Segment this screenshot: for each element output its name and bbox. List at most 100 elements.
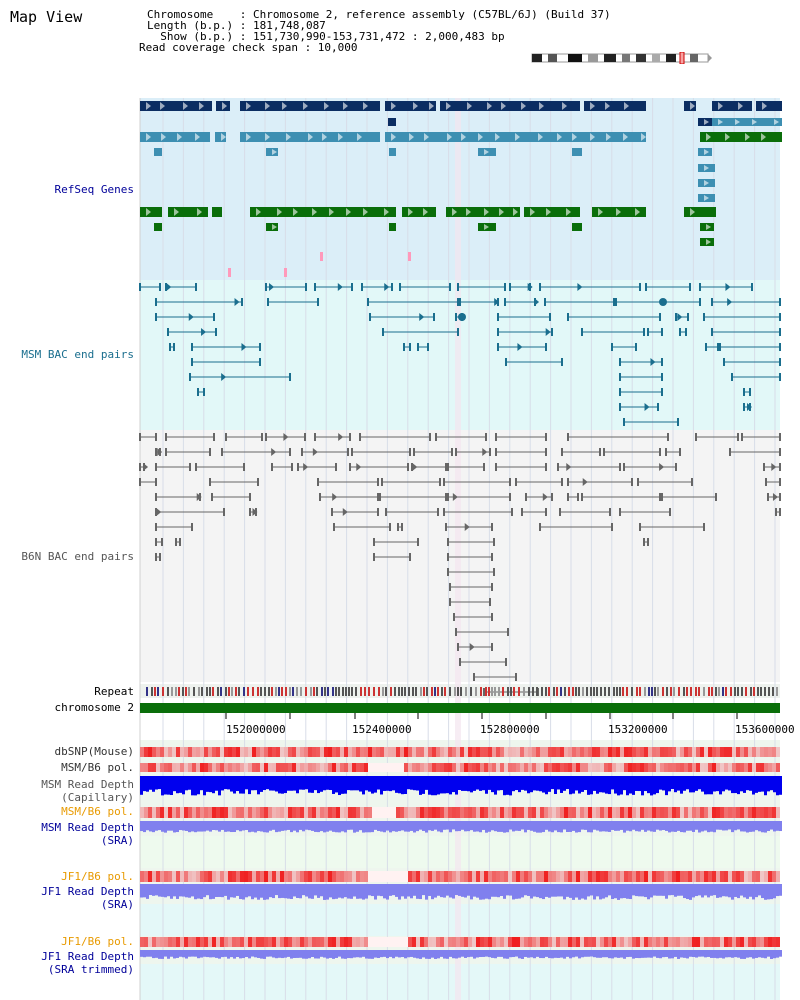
depth-bar	[239, 821, 242, 832]
bac-end	[619, 358, 621, 366]
pol-cell	[708, 807, 712, 818]
track-label-msm-pol-sra[interactable]: MSM/B6 pol.	[61, 805, 134, 818]
pol-cell	[512, 763, 516, 772]
track-label-jf1-depth-trimmed[interactable]: JF1 Read Depth	[41, 950, 134, 963]
depth-bar	[692, 821, 695, 832]
depth-bar	[158, 821, 161, 831]
pol-cell	[656, 937, 660, 947]
depth-bar	[176, 950, 179, 958]
pol-cell	[704, 763, 708, 772]
ideogram-band	[690, 54, 698, 62]
depth-bar	[662, 884, 665, 896]
pol-cell	[360, 937, 364, 947]
bac-end	[577, 493, 579, 501]
track-label-b6n-bac[interactable]: B6N BAC end pairs	[21, 550, 134, 563]
pol-cell	[192, 763, 196, 772]
strand-arrow	[246, 102, 251, 110]
strand-arrow	[146, 102, 151, 110]
depth-bar	[695, 776, 698, 791]
track-label-msm-depth-capillary[interactable]: MSM Read Depth	[41, 778, 134, 791]
pol-cell	[664, 763, 668, 772]
track-label-msm-bac[interactable]: MSM BAC end pairs	[21, 348, 134, 361]
track-label-msm-pol-capillary[interactable]: MSM/B6 pol.	[61, 761, 134, 774]
pol-cell	[428, 747, 432, 757]
repeat-mark	[327, 687, 329, 696]
pol-cell	[732, 747, 736, 757]
repeat-mark	[768, 687, 770, 696]
depth-bar	[686, 950, 689, 959]
track-label-refseq[interactable]: RefSeq Genes	[54, 183, 134, 196]
show-range-info: Show (b.p.) : 151,730,990-153,731,472 : …	[147, 30, 505, 43]
bac-end	[659, 313, 661, 321]
depth-bar	[176, 776, 179, 794]
bac-end	[373, 538, 375, 546]
pol-cell	[628, 763, 632, 772]
repeat-mark	[776, 687, 778, 696]
bac-end	[711, 298, 713, 306]
depth-bar	[728, 884, 731, 898]
depth-bar	[734, 884, 737, 897]
pol-cell	[204, 807, 208, 818]
depth-bar	[431, 821, 434, 831]
depth-bar	[614, 821, 617, 831]
bac-end	[367, 298, 369, 306]
bac-end	[312, 448, 318, 456]
pol-cell	[404, 747, 408, 757]
track-label-jf1-pol-trimmed[interactable]: JF1/B6 pol.	[61, 935, 134, 948]
track-label-msm-depth-sra[interactable]: MSM Read Depth	[41, 821, 134, 834]
repeat-mark	[590, 687, 592, 696]
depth-bar	[365, 821, 368, 833]
track-label-jf1-depth-sra[interactable]: JF1 Read Depth	[41, 885, 134, 898]
bac-end	[497, 328, 499, 336]
repeat-mark	[238, 687, 240, 696]
pol-cell	[496, 937, 500, 947]
pol-cell	[356, 937, 360, 947]
pol-cell	[696, 937, 700, 947]
chromosome-ideogram[interactable]	[530, 52, 712, 64]
pol-cell	[488, 937, 492, 947]
bac-end	[483, 463, 485, 471]
strand-arrow	[277, 208, 282, 216]
bac-end	[189, 463, 191, 471]
depth-bar	[431, 950, 434, 958]
depth-bar	[248, 821, 251, 833]
pol-cell	[692, 763, 696, 772]
repeat-mark	[670, 687, 672, 696]
depth-bar	[179, 884, 182, 897]
pol-cell	[644, 871, 648, 882]
track-label-jf1-pol-sra[interactable]: JF1/B6 pol.	[61, 870, 134, 883]
pol-cell	[624, 937, 628, 947]
pol-cell	[316, 937, 320, 947]
depth-bar	[536, 821, 539, 833]
pol-cell	[168, 871, 172, 882]
pol-cell	[352, 763, 356, 772]
track-label-msm-depth-sra-sub: (SRA)	[100, 834, 134, 847]
depth-bar	[272, 884, 275, 899]
depth-bar	[215, 776, 218, 791]
depth-bar	[404, 884, 407, 899]
pol-cell	[704, 937, 708, 947]
ideogram-position-marker[interactable]	[679, 52, 685, 64]
pol-cell	[640, 871, 644, 882]
repeat-mark	[431, 687, 433, 696]
depth-bar	[317, 884, 320, 898]
bac-end	[515, 673, 517, 681]
track-label-dbsnp[interactable]: dbSNP(Mouse)	[54, 745, 134, 758]
pol-cell	[744, 763, 748, 772]
depth-bar	[389, 884, 392, 896]
pol-cell	[736, 871, 740, 882]
pol-cell	[244, 807, 248, 818]
depth-bar	[767, 884, 770, 900]
depth-bar	[452, 821, 455, 830]
bac-end	[611, 343, 613, 351]
pol-cell	[252, 807, 256, 818]
depth-bar	[362, 776, 365, 795]
repeat-mark	[390, 687, 392, 696]
depth-bar	[347, 884, 350, 899]
pol-cell	[644, 937, 648, 947]
depth-bar	[605, 884, 608, 898]
pol-cell	[704, 871, 708, 882]
pol-cell	[224, 747, 228, 757]
depth-bar	[491, 821, 494, 831]
bac-end	[637, 478, 639, 486]
